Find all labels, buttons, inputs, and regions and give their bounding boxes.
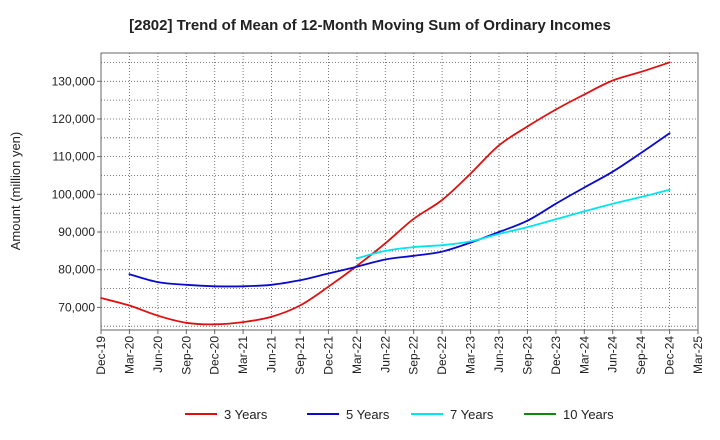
x-tick-label: Dec-20 [208,336,222,375]
grid [101,53,698,330]
y-axis-label: Amount (million yen) [8,132,23,251]
x-tick-label: Dec-21 [321,336,335,375]
y-tick-label: 80,000 [58,263,95,277]
x-tick-label: Dec-24 [663,336,677,375]
x-tick-label: Sep-22 [407,336,421,375]
legend-label-5-years: 5 Years [346,407,390,422]
x-tick-label: Sep-23 [520,336,534,375]
legend-label-10-years: 10 Years [563,407,614,422]
x-tick-label: Mar-24 [577,336,591,374]
x-tick-label: Mar-23 [464,336,478,374]
chart-title: [2802] Trend of Mean of 12-Month Moving … [129,17,611,34]
plot-frame [100,52,699,331]
x-tick-label: Jun-22 [378,336,392,373]
x-tick-label: Mar-21 [236,336,250,374]
x-tick-label: Sep-24 [634,336,648,375]
x-tick-label: Dec-19 [94,336,108,375]
series-line-7-years [356,188,671,260]
series-line-3-years [100,61,671,326]
x-axis-ticks: Dec-19 Mar-20 Jun-20 Sep-20 Dec-20 Mar-21 Jun-… [94,330,705,375]
y-tick-label: 130,000 [52,74,96,88]
legend-label-7-years: 7 Years [450,407,494,422]
legend-label-3-years: 3 Years [224,407,268,422]
y-tick-label: 120,000 [52,112,96,126]
y-axis-ticks: 70,000 80,000 90,000 100,000 110,000 120,000 1… [52,74,101,314]
x-tick-label: Mar-22 [350,336,364,374]
x-tick-label: Jun-23 [492,336,506,373]
x-tick-label: Sep-20 [179,336,193,375]
x-tick-label: Jun-21 [265,336,279,373]
y-tick-label: 100,000 [52,187,96,201]
plot-area [101,53,698,330]
y-tick-label: 70,000 [58,300,95,314]
series-lines [100,61,671,326]
x-tick-label: Dec-23 [549,336,563,375]
series-line-5-years [128,132,671,288]
legend: 3 Years 5 Years 7 Years 10 Years [185,407,614,422]
x-tick-label: Sep-21 [293,336,307,375]
x-tick-label: Mar-25 [691,336,705,374]
x-tick-label: Jun-20 [151,336,165,373]
x-tick-label: Dec-22 [435,336,449,375]
x-tick-label: Jun-24 [606,336,620,373]
x-tick-label: Mar-20 [122,336,136,374]
y-tick-label: 110,000 [53,150,96,164]
y-tick-label: 90,000 [58,225,95,239]
